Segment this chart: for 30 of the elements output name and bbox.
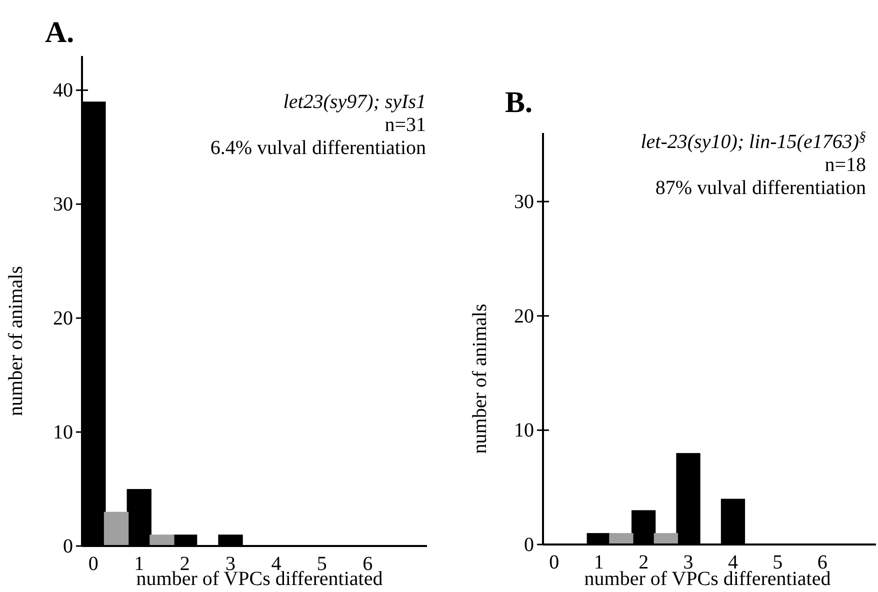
x-tick-label: 0 xyxy=(549,552,560,574)
y-axis-title: number of animals xyxy=(469,304,491,454)
y-tick-label: 20 xyxy=(514,305,534,328)
annotation: n=18 xyxy=(824,154,866,176)
bar xyxy=(150,534,174,546)
x-tick-label: 1 xyxy=(134,553,144,575)
y-tick-label: 10 xyxy=(53,421,73,444)
y-tick-label: 30 xyxy=(514,190,534,213)
y-tick-label: 20 xyxy=(53,307,73,330)
y-tick-label: 0 xyxy=(524,534,534,556)
chart-title: A. xyxy=(45,16,74,49)
y-tick-label: 40 xyxy=(53,80,73,102)
bar xyxy=(104,512,129,546)
x-tick-label: 4 xyxy=(271,553,282,575)
y-tick-label: 30 xyxy=(53,194,73,216)
annotation: let-23(sy10); lin-15(e1763)$^{§}$ xyxy=(640,130,866,153)
annotation: 6.4% vulval differentiation xyxy=(210,137,426,159)
y-tick-label: 0 xyxy=(63,535,73,558)
bar xyxy=(654,533,678,544)
y-tick-label: 10 xyxy=(514,420,534,442)
bar xyxy=(609,533,634,544)
x-tick-label: 6 xyxy=(362,553,373,575)
annotation: n=31 xyxy=(384,114,426,136)
annotation: 87% vulval differentiation xyxy=(655,177,866,199)
chart-title: B. xyxy=(505,86,533,119)
x-tick-label: 0 xyxy=(88,553,98,575)
x-tick-label: 2 xyxy=(180,553,190,575)
annotation: let23(sy97); syIs1 xyxy=(283,91,426,113)
x-tick-label: 5 xyxy=(316,553,327,575)
y-axis-title: number of animals xyxy=(5,266,27,416)
